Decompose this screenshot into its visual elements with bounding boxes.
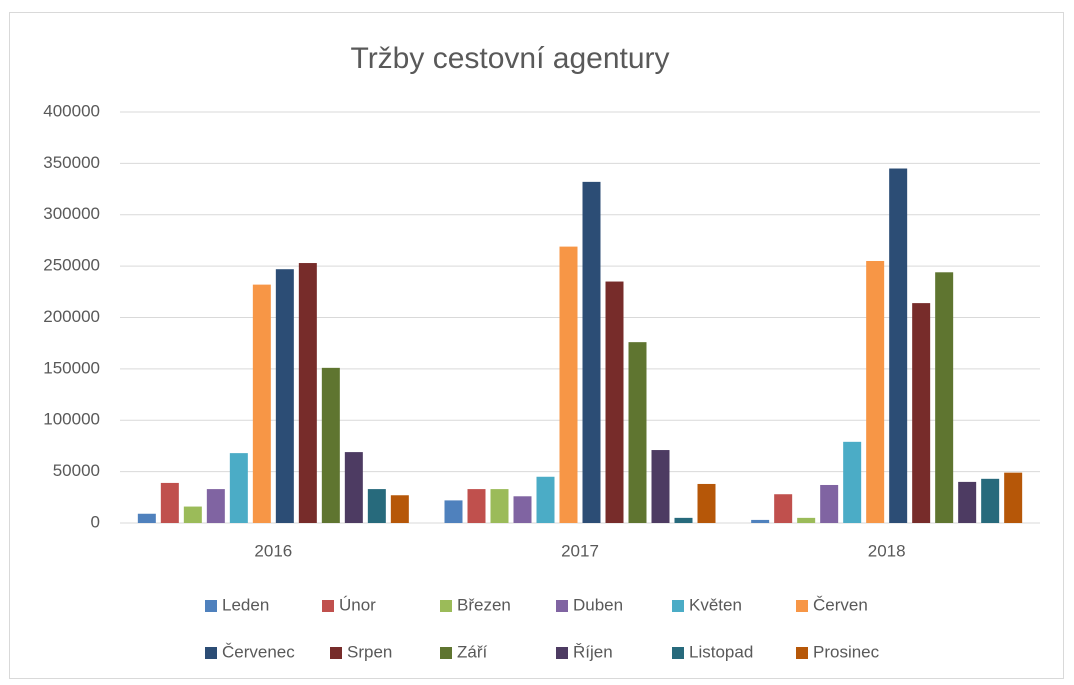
legend-label: Červenec — [222, 642, 295, 661]
bar — [628, 342, 647, 523]
bar — [444, 500, 463, 523]
bar — [774, 494, 793, 523]
y-tick-label: 350000 — [43, 153, 100, 172]
bar — [935, 272, 954, 523]
bar — [367, 489, 386, 523]
bar — [275, 269, 294, 523]
bar — [866, 260, 885, 523]
bar — [229, 453, 248, 523]
y-tick-label: 400000 — [43, 101, 100, 120]
bar — [252, 284, 271, 523]
bar — [889, 168, 908, 523]
legend-label: Leden — [222, 595, 269, 614]
bar — [820, 484, 839, 523]
bar — [751, 519, 770, 523]
bar — [344, 452, 363, 523]
legend-swatch — [796, 600, 808, 612]
bar — [513, 496, 532, 523]
bar — [390, 495, 409, 523]
bar — [137, 513, 156, 523]
legend-swatch — [440, 600, 452, 612]
bar — [843, 441, 862, 523]
y-tick-label: 300000 — [43, 204, 100, 223]
legend-swatch — [322, 600, 334, 612]
bar — [605, 281, 624, 523]
bar — [651, 450, 670, 523]
legend-swatch — [330, 647, 342, 659]
legend-swatch — [796, 647, 808, 659]
y-tick-label: 200000 — [43, 307, 100, 326]
bar — [559, 246, 578, 524]
bar — [183, 506, 202, 523]
y-tick-label: 0 — [91, 512, 100, 531]
legend-swatch — [672, 600, 684, 612]
x-tick-label: 2018 — [868, 541, 906, 560]
legend-label: Únor — [339, 595, 376, 614]
legend-label: Září — [457, 642, 488, 661]
legend-swatch — [672, 647, 684, 659]
legend-label: Prosinec — [813, 642, 880, 661]
y-tick-label: 150000 — [43, 358, 100, 377]
bar — [797, 517, 816, 523]
bar — [490, 489, 509, 523]
x-tick-label: 2017 — [561, 541, 599, 560]
y-tick-label: 250000 — [43, 256, 100, 275]
legend-swatch — [556, 647, 568, 659]
legend-swatch — [205, 647, 217, 659]
legend-label: Listopad — [689, 642, 753, 661]
legend-label: Březen — [457, 595, 511, 614]
x-tick-label: 2016 — [254, 541, 292, 560]
bar — [298, 263, 317, 523]
y-tick-label: 100000 — [43, 410, 100, 429]
bar — [206, 489, 225, 523]
legend-swatch — [205, 600, 217, 612]
bar — [1004, 472, 1023, 523]
bar — [912, 303, 931, 523]
legend-label: Říjen — [573, 642, 613, 661]
bar — [321, 367, 340, 523]
legend-swatch — [440, 647, 452, 659]
bar — [582, 181, 601, 523]
bar — [674, 517, 693, 523]
legend-label: Květen — [689, 595, 742, 614]
bar — [467, 489, 486, 523]
bar — [958, 481, 977, 523]
bar — [536, 476, 555, 523]
chart-border — [9, 12, 1064, 679]
legend-label: Červen — [813, 595, 868, 614]
legend-swatch — [556, 600, 568, 612]
legend-label: Duben — [573, 595, 623, 614]
bar — [981, 478, 1000, 523]
legend-label: Srpen — [347, 642, 392, 661]
chart-title: Tržby cestovní agentury — [350, 42, 669, 75]
y-tick-label: 50000 — [53, 461, 100, 480]
bar — [160, 482, 179, 523]
bar — [697, 483, 716, 523]
